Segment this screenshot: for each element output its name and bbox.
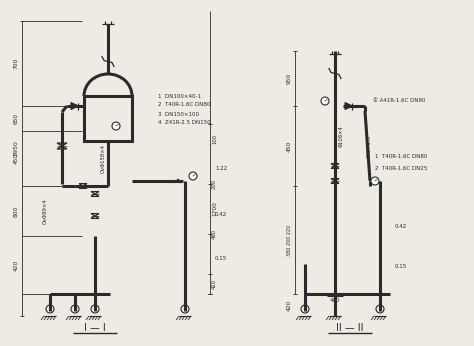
Text: 1  T40R-1.6C DN80: 1 T40R-1.6C DN80 xyxy=(375,154,428,158)
Circle shape xyxy=(321,97,329,105)
Text: 380 200 220: 380 200 220 xyxy=(287,225,292,256)
Text: 420: 420 xyxy=(14,260,19,271)
Text: 800: 800 xyxy=(14,206,19,217)
Text: 0.42: 0.42 xyxy=(215,211,227,217)
Polygon shape xyxy=(345,102,353,109)
Text: OvΦ89×4: OvΦ89×4 xyxy=(43,198,48,224)
Text: 700: 700 xyxy=(14,58,19,69)
Text: 420: 420 xyxy=(212,279,217,289)
Text: 2  T40R-1.6C DN25: 2 T40R-1.6C DN25 xyxy=(375,165,428,171)
Text: 0.42: 0.42 xyxy=(395,224,407,228)
Text: II — II: II — II xyxy=(336,323,364,333)
Text: 1700: 1700 xyxy=(212,202,217,217)
Text: 950: 950 xyxy=(287,73,292,84)
Text: 1.22: 1.22 xyxy=(215,166,227,172)
Text: 450: 450 xyxy=(287,140,292,152)
Text: 1  DN100×40-1: 1 DN100×40-1 xyxy=(158,93,201,99)
Circle shape xyxy=(112,122,120,130)
Text: 420: 420 xyxy=(287,299,292,311)
Text: 200: 200 xyxy=(212,179,217,189)
Text: 2  T40R-1.6C DN80: 2 T40R-1.6C DN80 xyxy=(158,102,210,108)
Text: 650: 650 xyxy=(14,113,19,124)
Bar xyxy=(84,96,132,141)
Text: 0.15: 0.15 xyxy=(215,256,227,262)
Text: ① A41R-1.6C DN80: ① A41R-1.6C DN80 xyxy=(373,99,426,103)
Polygon shape xyxy=(71,102,79,109)
Circle shape xyxy=(371,177,379,185)
Text: Φ108×4: Φ108×4 xyxy=(339,125,344,147)
Text: 450: 450 xyxy=(14,153,19,164)
Text: 460: 460 xyxy=(212,229,217,239)
Text: OvΦ158×4: OvΦ158×4 xyxy=(101,144,106,173)
Text: I — I: I — I xyxy=(84,323,106,333)
Circle shape xyxy=(189,172,197,180)
Text: 3950: 3950 xyxy=(14,140,19,156)
Text: 4  Z41R-2.5 DN150: 4 Z41R-2.5 DN150 xyxy=(158,120,210,126)
Text: 400: 400 xyxy=(330,298,340,302)
Text: Φ32×2.5: Φ32×2.5 xyxy=(367,134,372,158)
Text: 3  DN150×100: 3 DN150×100 xyxy=(158,111,199,117)
Text: 0.15: 0.15 xyxy=(395,264,407,268)
Text: 100: 100 xyxy=(212,134,217,144)
